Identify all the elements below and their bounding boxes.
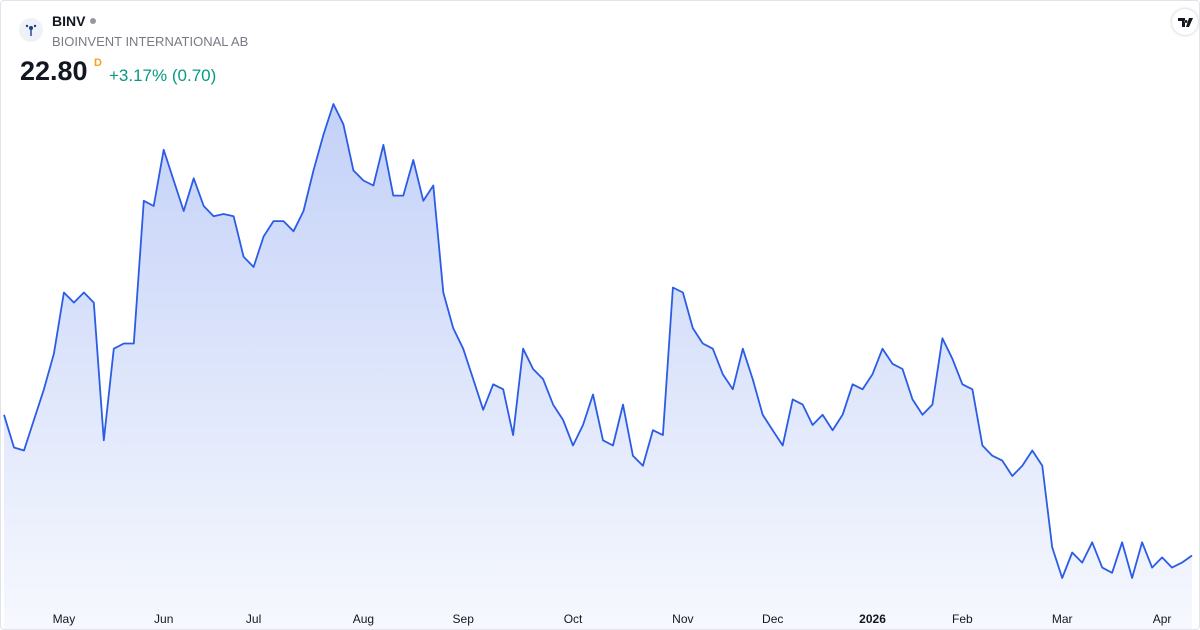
x-tick-label: May xyxy=(53,612,76,626)
x-tick-label: Apr xyxy=(1153,612,1172,626)
x-tick-label: Nov xyxy=(672,612,693,626)
company-logo xyxy=(19,18,43,42)
price-line xyxy=(3,103,1193,579)
interval-flag: D xyxy=(94,57,102,69)
area-fill xyxy=(4,104,1192,629)
brand-icon xyxy=(1178,18,1193,27)
x-tick-label: Jun xyxy=(154,612,173,626)
x-tick-label: Feb xyxy=(952,612,973,626)
company-name: BIOINVENT INTERNATIONAL AB xyxy=(52,34,249,49)
x-tick-label: Oct xyxy=(564,612,583,626)
x-tick-label: Aug xyxy=(353,612,374,626)
x-tick-label: Sep xyxy=(453,612,475,626)
x-tick-label: Mar xyxy=(1052,612,1073,626)
brand-logo[interactable] xyxy=(1172,9,1198,35)
price-change: +3.17% (0.70) xyxy=(109,66,217,85)
status-dot xyxy=(90,18,96,24)
x-tick-label: Jul xyxy=(246,612,261,626)
price: 22.80 xyxy=(20,56,88,86)
logo-icon xyxy=(25,24,37,36)
x-tick-label: Dec xyxy=(762,612,783,626)
symbol: BINV xyxy=(52,13,86,29)
x-tick-label: 2026 xyxy=(859,612,886,626)
